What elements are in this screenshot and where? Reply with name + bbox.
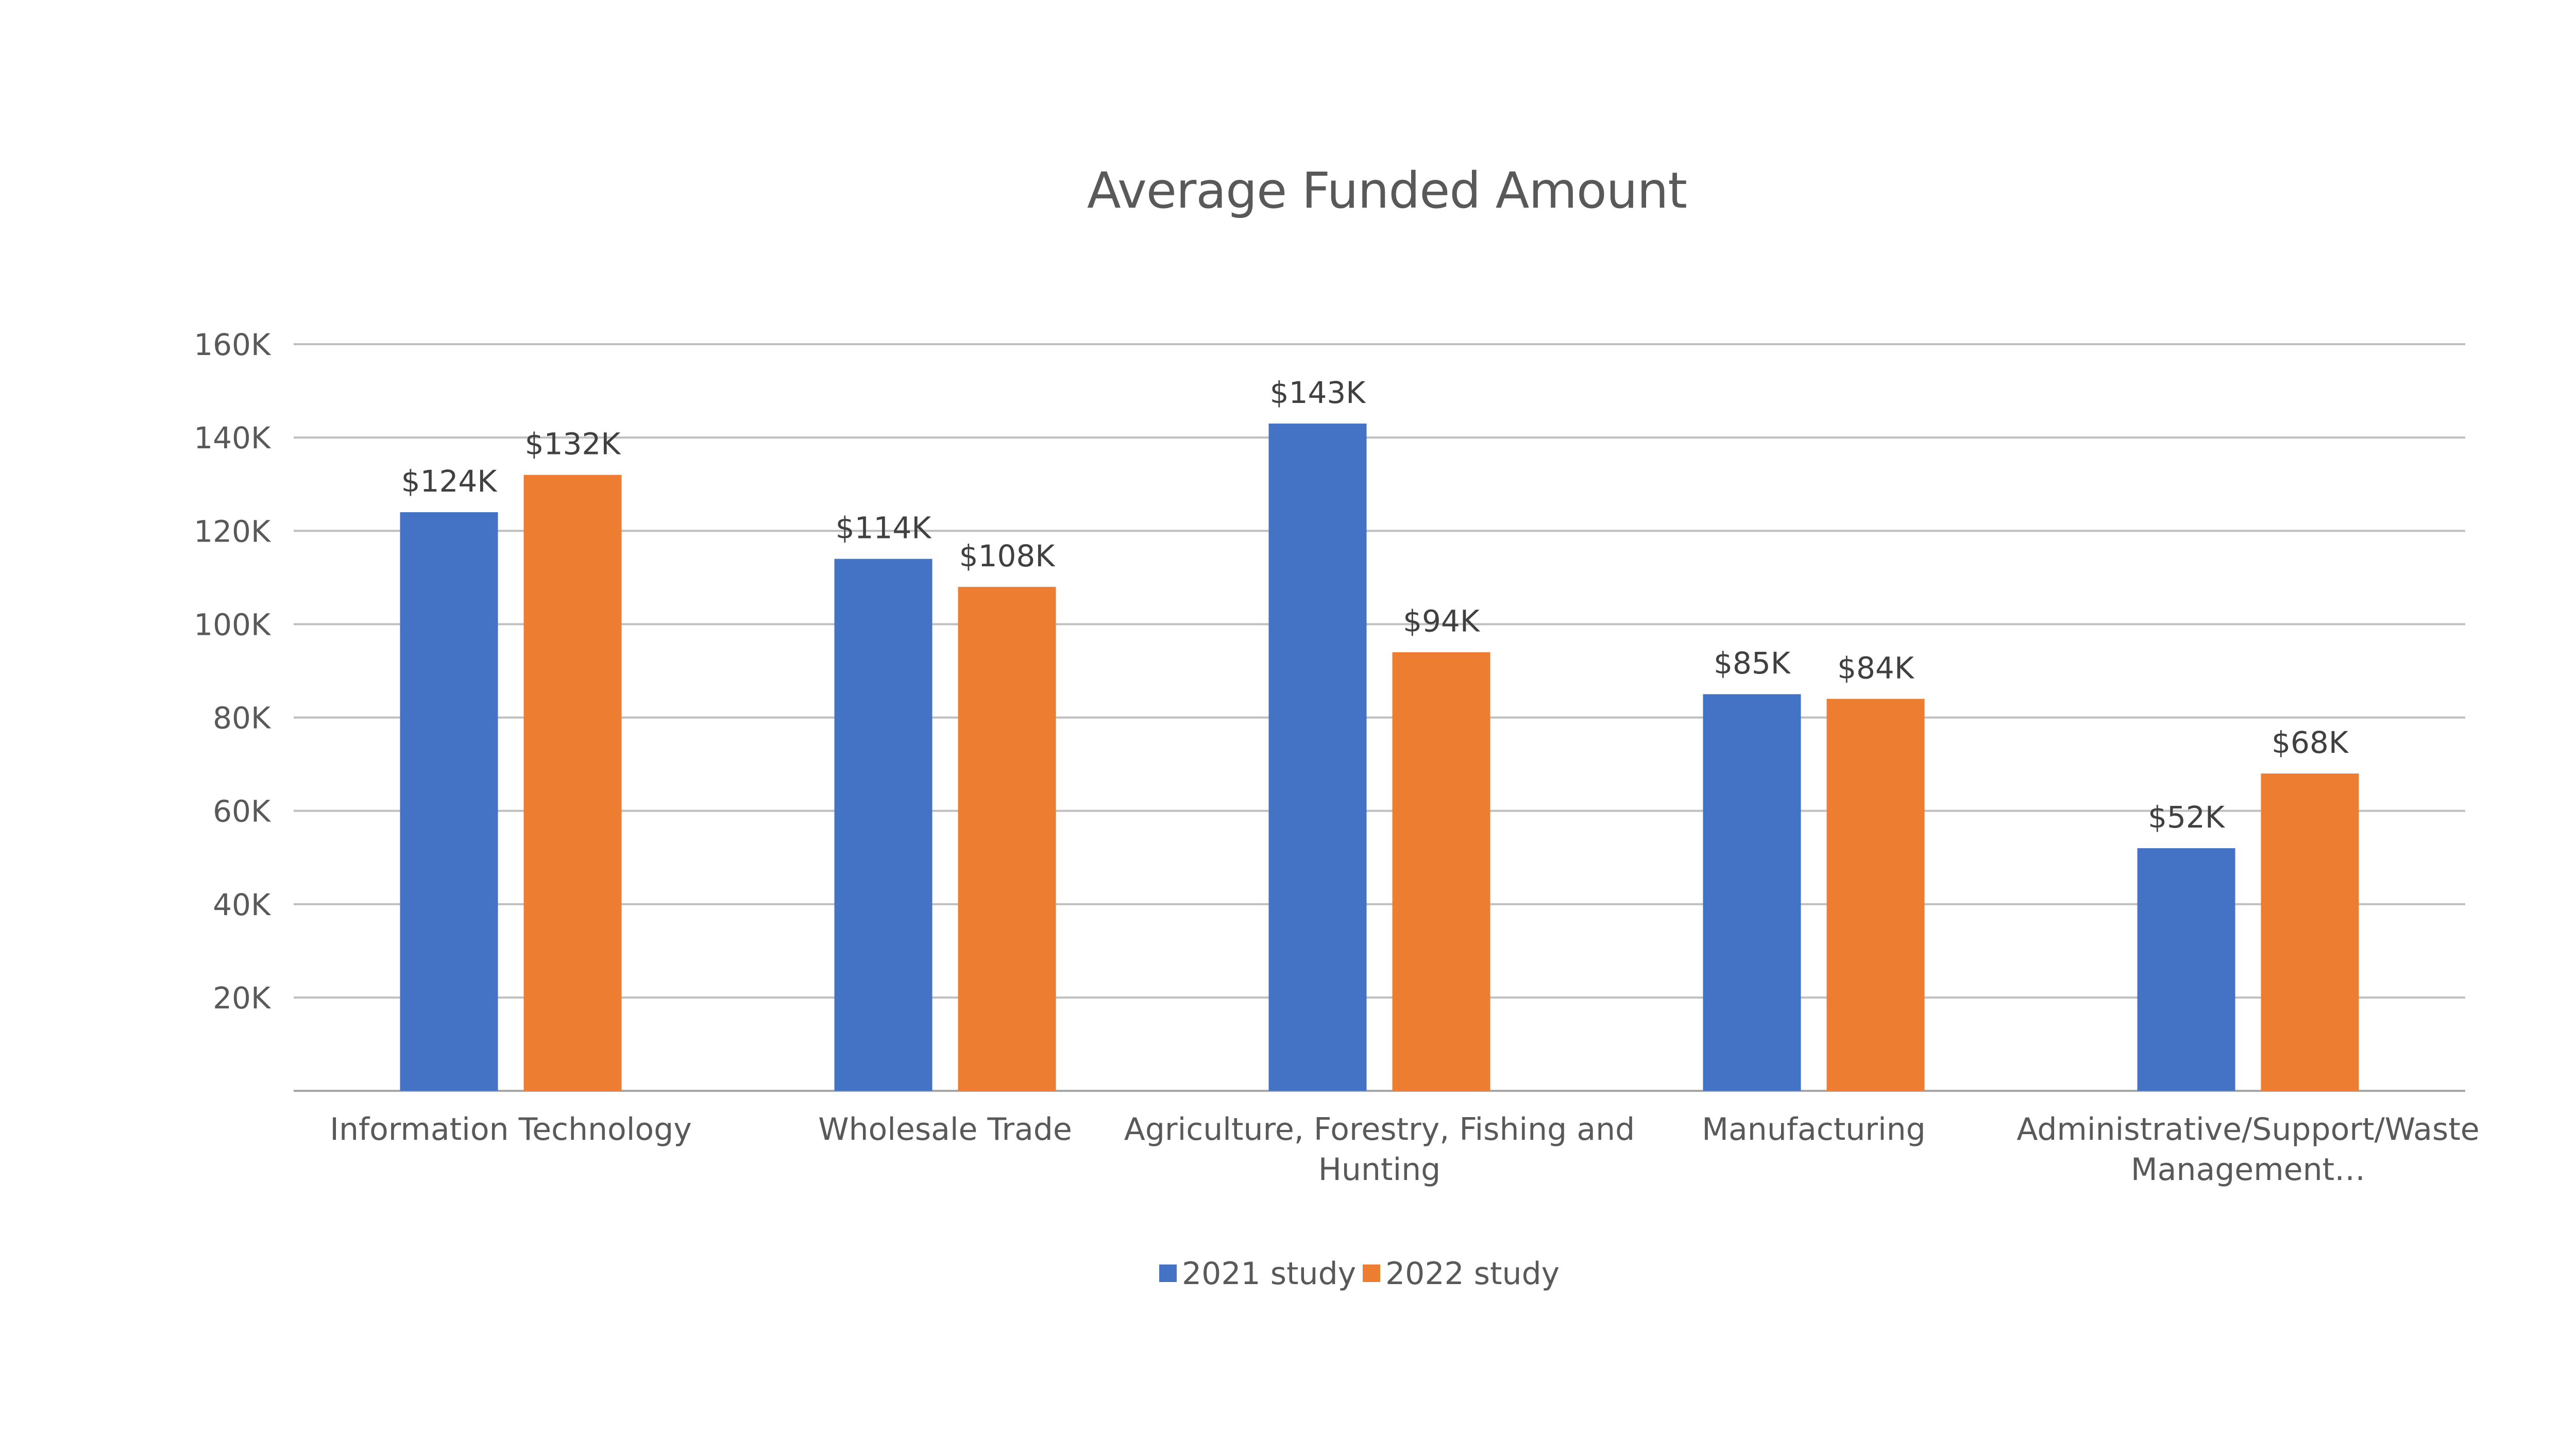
legend: 2021 study 2022 study [1159, 1256, 1560, 1292]
bar-2022-study-3 [1826, 699, 1925, 1091]
x-category-label: Manufacturing [1702, 1111, 1925, 1148]
y-tick-label: 100K [194, 607, 272, 642]
data-label: $84K [1837, 650, 1915, 685]
bar-2022-study-1 [958, 586, 1056, 1091]
legend-label: 2022 study [1385, 1256, 1560, 1292]
data-label: $143K [1270, 375, 1367, 410]
data-labels: $124K $114K $143K $85K $52K $132K $108K $94K $84… [401, 375, 2349, 835]
bar-2022-study-2 [1392, 652, 1490, 1091]
data-label: $85K [1714, 646, 1791, 681]
legend-label: 2021 study [1182, 1256, 1356, 1292]
legend-swatch [1159, 1265, 1177, 1282]
data-label: $94K [1403, 604, 1481, 639]
bar-2021-study-1 [834, 559, 933, 1091]
legend-swatch [1363, 1265, 1380, 1282]
x-category-label: Information Technology [330, 1111, 691, 1148]
data-label: $108K [959, 538, 1056, 574]
x-category-label: Hunting [1318, 1152, 1440, 1188]
x-category-label: Agriculture, Forestry, Fishing and [1124, 1111, 1635, 1148]
y-tick-label: 120K [194, 514, 272, 549]
x-category-label: Wholesale Trade [818, 1111, 1072, 1148]
x-category-label: Administrative/Support/Waste [2016, 1111, 2479, 1148]
chart-title: Average Funded Amount [1087, 162, 1687, 220]
y-tick-label: 80K [213, 701, 272, 736]
gridlines [294, 343, 2465, 1092]
bar-2021-study-3 [1703, 694, 1801, 1091]
y-tick-label: 20K [213, 981, 272, 1016]
bar-2022-study-0 [523, 475, 622, 1091]
bar-2021-study-4 [2137, 848, 2235, 1091]
bars [400, 423, 2359, 1091]
y-axis-ticks: 20K 40K 60K 80K 100K 120K 140K 160K [194, 327, 272, 1016]
x-category-label: Management… [2131, 1152, 2365, 1188]
y-tick-label: 40K [213, 887, 272, 922]
x-axis-categories: Information Technology Wholesale Trade Agr… [330, 1111, 2479, 1188]
data-label: $68K [2272, 725, 2349, 760]
bar-2021-study-2 [1268, 423, 1367, 1091]
data-label: $124K [401, 464, 498, 499]
data-label: $132K [525, 427, 622, 462]
data-label: $52K [2148, 800, 2226, 835]
y-tick-label: 160K [194, 327, 272, 362]
data-label: $114K [836, 511, 933, 546]
bar-2021-study-0 [400, 512, 498, 1091]
y-tick-label: 60K [213, 794, 272, 829]
y-tick-label: 140K [194, 420, 272, 456]
bar-2022-study-4 [2261, 773, 2359, 1091]
